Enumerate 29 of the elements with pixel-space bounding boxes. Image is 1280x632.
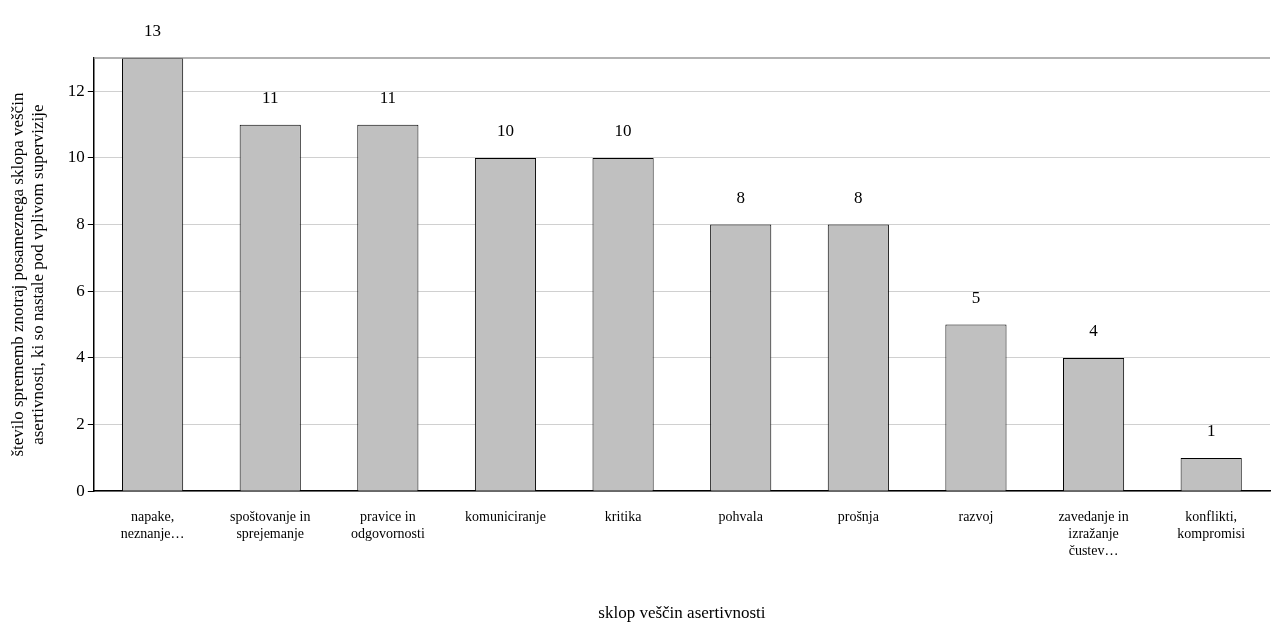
x-tick-label: pravice in odgovornosti <box>350 509 425 542</box>
data-label: 10 <box>496 120 514 140</box>
y-tick-label: 6 <box>76 280 85 300</box>
x-tick-label: spoštovanje in sprejemanje <box>229 509 311 542</box>
x-tick-label: pohvala <box>718 509 764 525</box>
data-label: 13 <box>144 20 162 40</box>
y-tick-label: 10 <box>67 147 85 167</box>
x-tick-label: napake, neznanje… <box>120 509 185 542</box>
x-tick-label: komuniciranje <box>465 509 546 525</box>
x-tick-label: prošnja <box>837 509 880 525</box>
data-label: 11 <box>262 87 279 107</box>
y-tick-label: 12 <box>67 80 85 100</box>
y-tick-label: 0 <box>76 480 85 500</box>
x-axis-title: sklop veščin asertivnosti <box>598 603 766 623</box>
y-tick-label: 4 <box>76 347 86 367</box>
data-label: 10 <box>614 120 632 140</box>
data-label: 1 <box>1206 420 1216 440</box>
x-tick-label: razvoj <box>958 509 994 525</box>
data-label: 8 <box>736 187 745 207</box>
y-tick-label: 8 <box>76 214 85 234</box>
y-axis-title: število sprememb znotraj posameznega sklopa veščin asertivnosti, ki so nastale pod vplivom supervizije <box>7 92 48 457</box>
data-label: 5 <box>971 287 981 307</box>
data-label: 4 <box>1089 320 1099 340</box>
data-label: 11 <box>379 87 397 107</box>
x-tick-label: zavedanje in izražanje čustev… <box>1058 509 1129 558</box>
y-tick-label: 2 <box>76 414 85 434</box>
x-tick-label: konflikti, kompromisi <box>1177 509 1246 542</box>
data-label: 8 <box>854 187 863 207</box>
x-tick-label: kritika <box>604 509 643 525</box>
